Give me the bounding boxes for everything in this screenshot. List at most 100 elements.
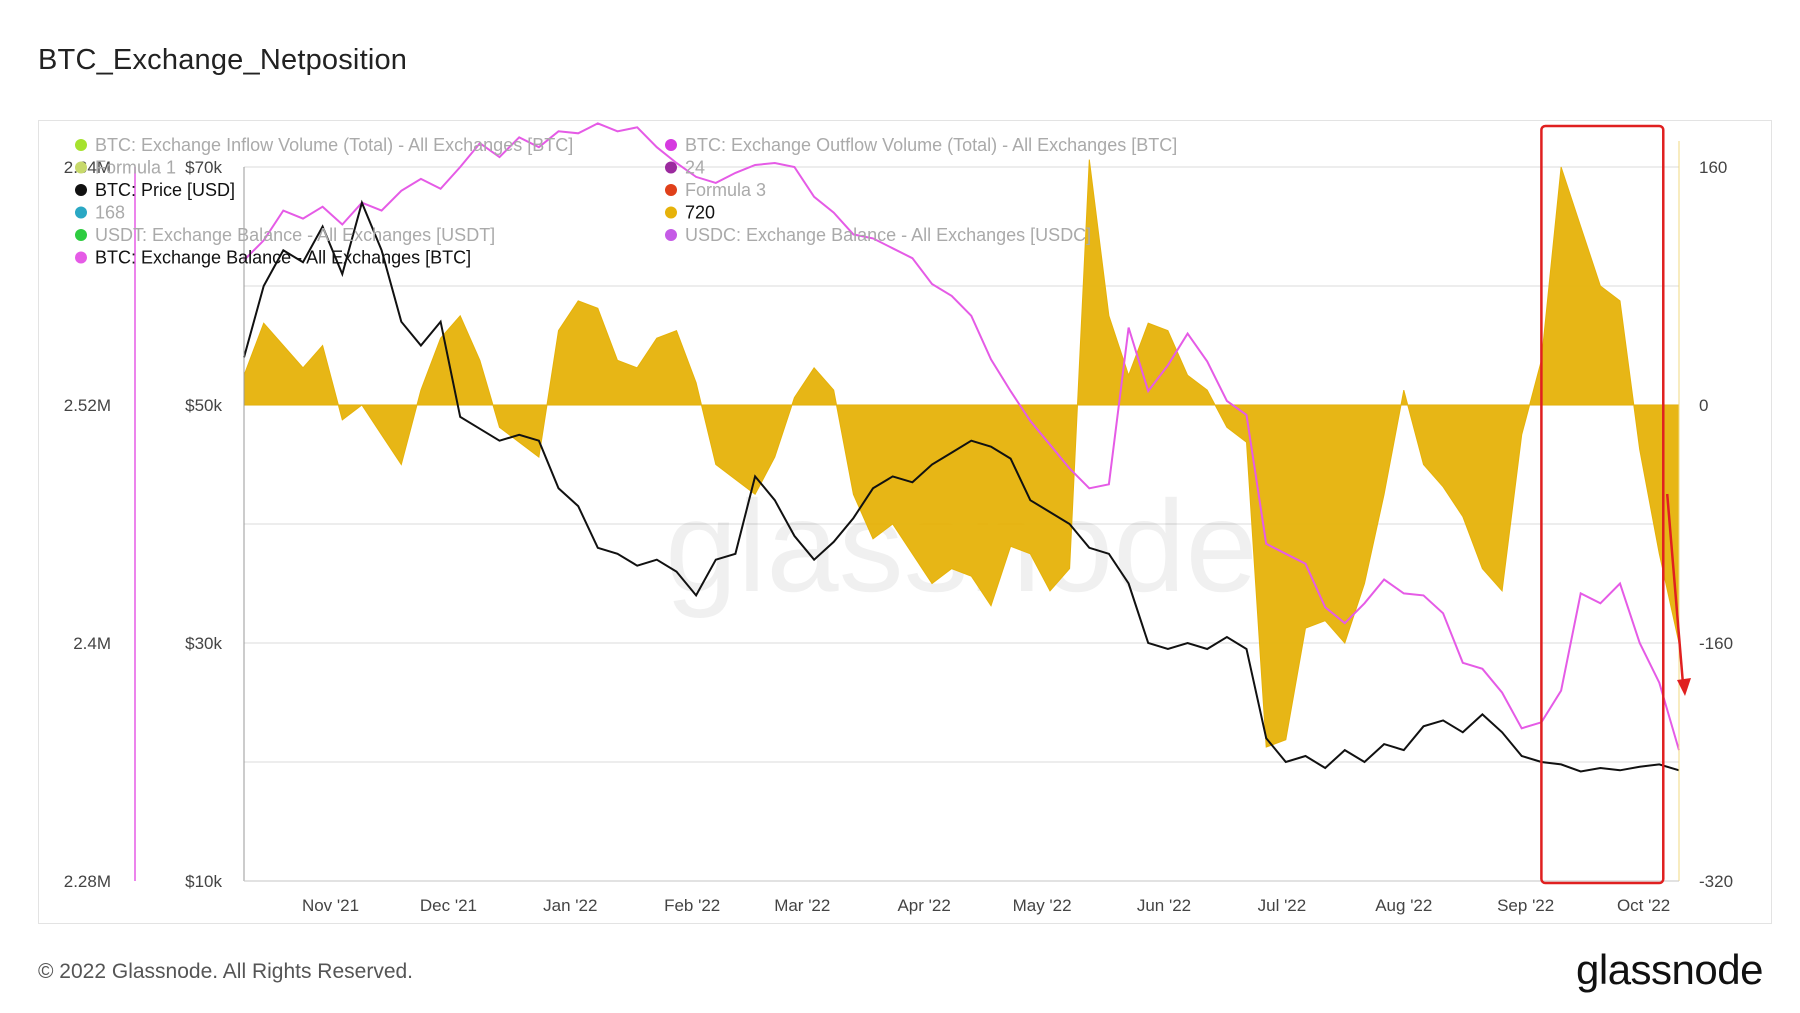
balance-point[interactable] [1106, 481, 1112, 487]
price-point[interactable] [1440, 717, 1446, 723]
balance-point[interactable] [929, 281, 935, 287]
balance-point[interactable] [1244, 412, 1250, 418]
balance-point[interactable] [280, 208, 286, 214]
balance-point[interactable] [909, 255, 915, 261]
netposition-point[interactable] [968, 573, 974, 579]
price-point[interactable] [732, 551, 738, 557]
price-point[interactable] [339, 271, 345, 277]
balance-point[interactable] [1027, 418, 1033, 424]
balance-point[interactable] [949, 293, 955, 299]
balance-point[interactable] [634, 124, 640, 130]
balance-point[interactable] [320, 204, 326, 210]
price-point[interactable] [870, 485, 876, 491]
balance-point[interactable] [615, 128, 621, 134]
price-point[interactable] [634, 563, 640, 569]
netposition-point[interactable] [1244, 439, 1250, 445]
netposition-point[interactable] [674, 328, 680, 334]
netposition-point[interactable] [1185, 372, 1191, 378]
legend-entry-label[interactable]: 24 [685, 158, 705, 178]
netposition-point[interactable] [811, 365, 817, 371]
price-point[interactable] [1401, 747, 1407, 753]
legend-marker[interactable] [665, 229, 677, 241]
netposition-point[interactable] [359, 402, 365, 408]
balance-point[interactable] [556, 128, 562, 134]
balance-point[interactable] [988, 356, 994, 362]
netposition-point[interactable] [988, 603, 994, 609]
netposition-point[interactable] [713, 462, 719, 468]
price-point[interactable] [693, 592, 699, 598]
price-point[interactable] [1145, 640, 1151, 646]
netposition-point[interactable] [1656, 551, 1662, 557]
price-point[interactable] [752, 473, 758, 479]
price-point[interactable] [261, 283, 267, 289]
balance-point[interactable] [1008, 388, 1014, 394]
legend-marker[interactable] [665, 206, 677, 219]
balance-point[interactable] [791, 164, 797, 170]
price-point[interactable] [497, 438, 503, 444]
price-point[interactable] [516, 432, 522, 438]
legend-entry-label[interactable]: Formula 3 [685, 180, 766, 200]
price-point[interactable] [457, 414, 463, 420]
price-point[interactable] [1617, 767, 1623, 773]
netposition-point[interactable] [791, 395, 797, 401]
netposition-point[interactable] [1440, 484, 1446, 490]
netposition-point[interactable] [1637, 447, 1643, 453]
legend-entry-label[interactable]: BTC: Price [USD] [95, 180, 235, 200]
netposition-point[interactable] [418, 387, 424, 393]
price-point[interactable] [438, 319, 444, 325]
balance-point[interactable] [1597, 600, 1603, 606]
price-point[interactable] [536, 438, 542, 444]
legend-entry-label[interactable]: BTC: Exchange Inflow Volume (Total) - Al… [95, 135, 573, 155]
balance-point[interactable] [457, 164, 463, 170]
netposition-point[interactable] [261, 320, 267, 326]
price-point[interactable] [909, 479, 915, 485]
legend-marker[interactable] [665, 139, 677, 151]
netposition-point[interactable] [379, 432, 385, 438]
legend-marker[interactable] [665, 161, 677, 174]
price-point[interactable] [1322, 765, 1328, 771]
price-point[interactable] [831, 539, 837, 545]
price-point[interactable] [1558, 761, 1564, 767]
netposition-point[interactable] [949, 566, 955, 572]
price-point[interactable] [949, 450, 955, 456]
legend-marker[interactable] [75, 251, 87, 264]
balance-point[interactable] [1224, 398, 1230, 404]
balance-point[interactable] [1362, 600, 1368, 606]
balance-point[interactable] [575, 130, 581, 136]
netposition-point[interactable] [870, 536, 876, 542]
balance-point[interactable] [379, 208, 385, 214]
legend-entry-label[interactable]: USDT: Exchange Balance - All Exchanges [… [95, 225, 495, 245]
price-point[interactable] [929, 462, 935, 468]
balance-point[interactable] [732, 170, 738, 176]
price-point[interactable] [1165, 646, 1171, 652]
price-point[interactable] [811, 557, 817, 563]
netposition-point[interactable] [457, 313, 463, 319]
price-point[interactable] [1362, 759, 1368, 765]
price-point[interactable] [1224, 634, 1230, 640]
balance-point[interactable] [418, 176, 424, 182]
netposition-point[interactable] [1047, 588, 1053, 594]
netposition-point[interactable] [595, 305, 601, 311]
balance-point[interactable] [438, 186, 444, 192]
netposition-point[interactable] [1421, 462, 1427, 468]
balance-point[interactable] [1578, 590, 1584, 596]
netposition-point[interactable] [398, 462, 404, 468]
balance-point[interactable] [1558, 688, 1564, 694]
price-point[interactable] [1499, 729, 1505, 735]
balance-point[interactable] [1145, 388, 1151, 394]
balance-point[interactable] [1342, 620, 1348, 626]
balance-point[interactable] [1263, 541, 1269, 547]
price-point[interactable] [772, 497, 778, 503]
netposition-point[interactable] [1303, 625, 1309, 631]
balance-point[interactable] [1047, 442, 1053, 448]
netposition-point[interactable] [1342, 640, 1348, 646]
netposition-point[interactable] [1204, 387, 1210, 393]
balance-point[interactable] [1617, 581, 1623, 587]
price-point[interactable] [359, 200, 365, 206]
legend-entry-label[interactable]: BTC: Exchange Outflow Volume (Total) - A… [685, 135, 1177, 155]
price-point[interactable] [1421, 723, 1427, 729]
netposition-point[interactable] [850, 491, 856, 497]
balance-point[interactable] [1637, 640, 1643, 646]
legend-entry-label[interactable]: BTC: Exchange Balance - All Exchanges [B… [95, 248, 471, 268]
balance-point[interactable] [1460, 660, 1466, 666]
